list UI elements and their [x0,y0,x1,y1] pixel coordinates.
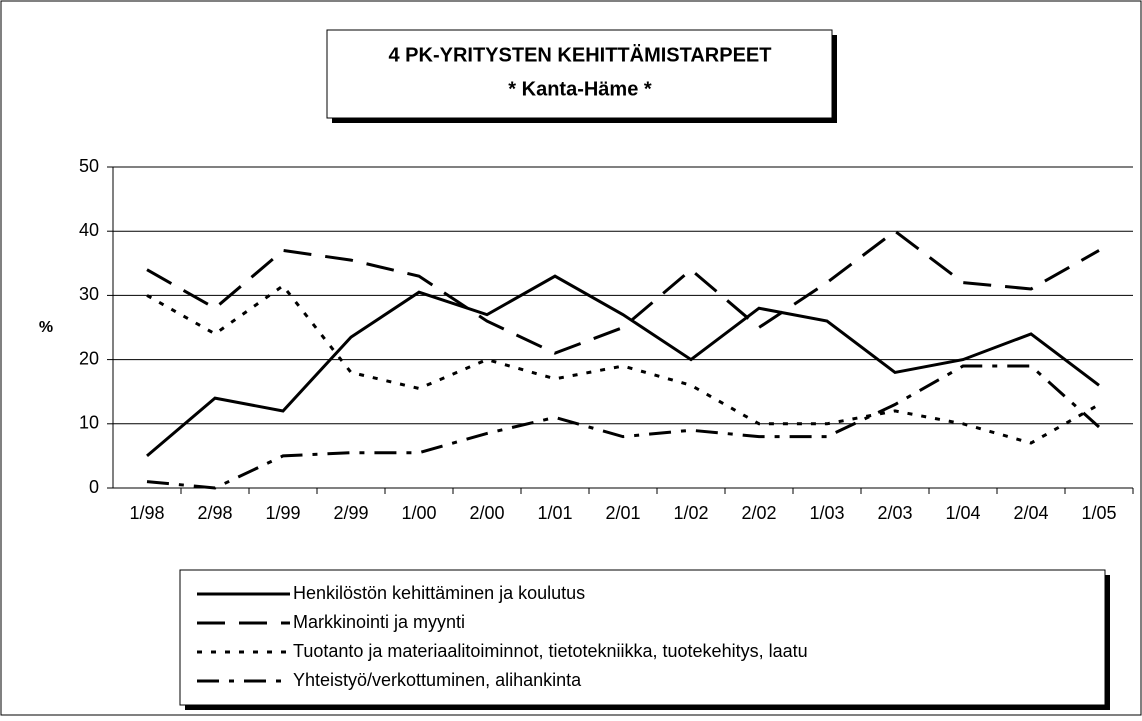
chart-title: 4 PK-YRITYSTEN KEHITTÄMISTARPEET [389,43,772,66]
series-line [146,274,1100,458]
title-box [326,29,833,119]
x-tick-label: 1/98 [129,503,164,523]
x-tick-label: 2/00 [469,503,504,523]
legend-label: Tuotanto ja materiaalitoiminnot, tietote… [293,641,808,661]
legend-label: Markkinointi ja myynti [293,612,465,632]
series-line [146,364,1101,490]
y-tick-label: 0 [89,477,99,497]
x-tick-label: 1/05 [1081,503,1116,523]
y-tick-label: 40 [79,220,99,240]
x-tick-label: 1/04 [945,503,980,523]
y-tick-label: 10 [79,413,99,433]
y-axis-label: % [39,319,53,336]
x-tick-label: 2/01 [605,503,640,523]
series-line [146,229,1100,355]
x-tick-label: 2/99 [333,503,368,523]
x-tick-label: 2/04 [1013,503,1048,523]
x-tick-label: 2/03 [877,503,912,523]
x-tick-label: 2/98 [197,503,232,523]
x-tick-label: 1/00 [401,503,436,523]
x-tick-label: 1/99 [265,503,300,523]
x-tick-label: 2/02 [741,503,776,523]
x-tick-label: 1/02 [673,503,708,523]
legend-label: Henkilöstön kehittäminen ja koulutus [293,583,585,603]
y-tick-label: 20 [79,348,99,368]
series-line [146,283,1100,445]
x-tick-label: 1/01 [537,503,572,523]
chart-subtitle: * Kanta-Häme * [508,78,652,100]
legend-box [179,569,1106,706]
x-tick-label: 1/03 [809,503,844,523]
legend-label: Yhteistyö/verkottuminen, alihankinta [293,670,582,690]
y-tick-label: 50 [79,156,99,176]
y-tick-label: 30 [79,284,99,304]
